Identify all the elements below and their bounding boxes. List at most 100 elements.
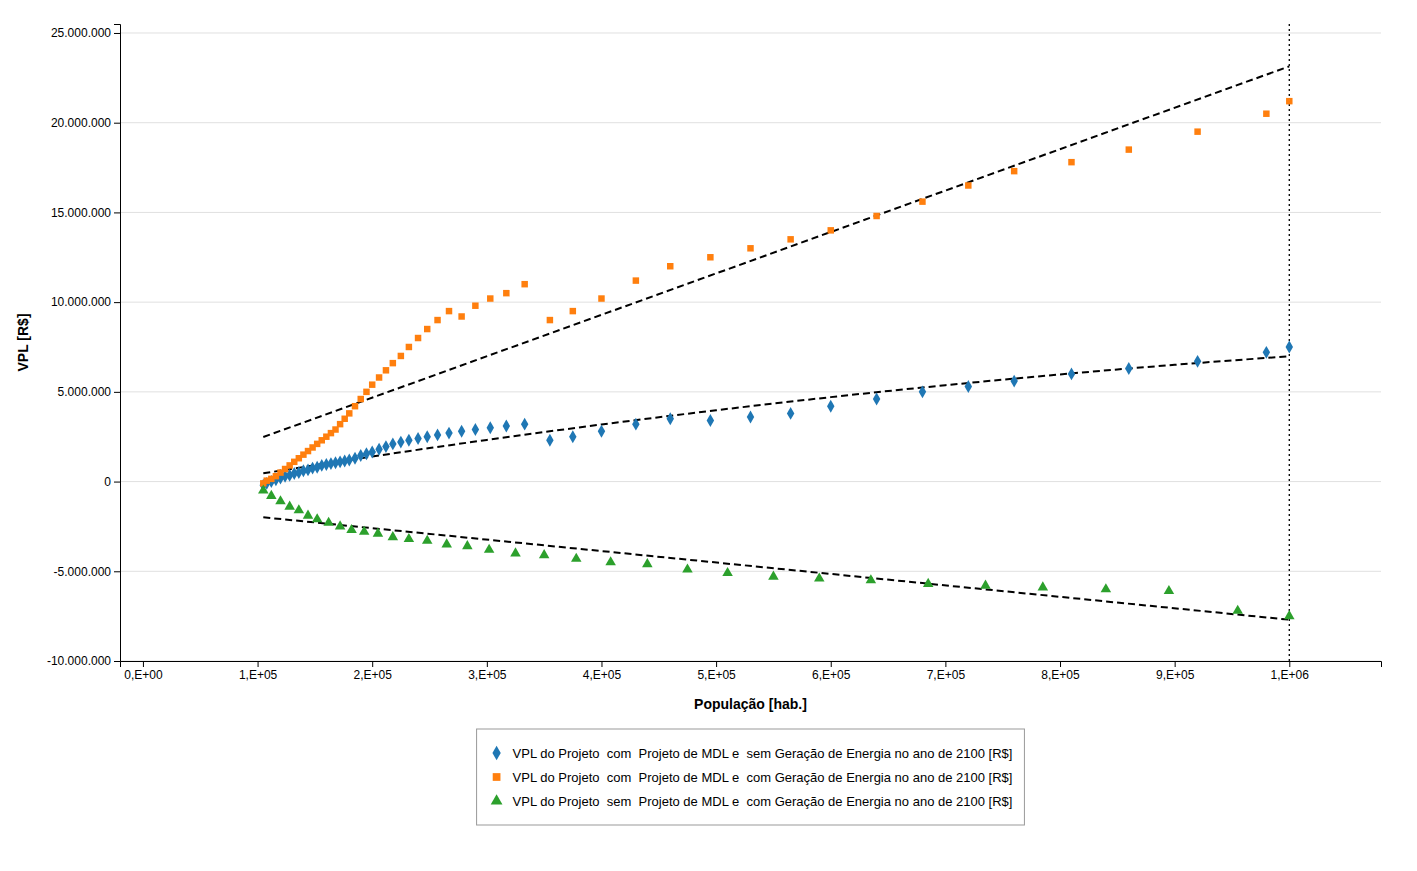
legend-symbol	[493, 773, 501, 781]
point	[873, 393, 880, 406]
tick-mark	[945, 661, 946, 667]
tick-mark	[114, 33, 120, 34]
point	[472, 302, 478, 308]
point	[1284, 610, 1295, 619]
tick-mark	[487, 661, 488, 667]
point	[388, 531, 399, 540]
legend-symbol	[492, 746, 500, 760]
tick-label: 0,E+00	[124, 668, 163, 682]
tick-label: 9,E+05	[1156, 668, 1195, 682]
tick: 5,E+05	[697, 661, 736, 682]
point	[357, 449, 364, 462]
point	[1263, 346, 1270, 359]
point	[787, 236, 793, 242]
point	[1126, 146, 1132, 152]
point	[415, 335, 421, 341]
tick-label: 25.000.000	[51, 26, 111, 40]
point	[1286, 341, 1293, 354]
tick-label: 15.000.000	[51, 206, 111, 220]
point	[569, 430, 576, 443]
point	[323, 517, 334, 526]
point	[642, 558, 653, 567]
axis-line	[121, 662, 1382, 668]
grid-line	[120, 481, 1381, 482]
legend-item: VPL do Projeto com Projeto de MDL e com …	[493, 770, 1013, 785]
tick-label: 1,E+06	[1271, 668, 1310, 682]
trend-line	[263, 356, 1289, 473]
point	[546, 434, 553, 447]
tick-mark	[601, 661, 602, 667]
point	[1286, 98, 1292, 104]
tick: 15.000.000	[51, 206, 120, 220]
tick: 5.000.000	[58, 385, 120, 399]
legend-box	[477, 729, 1025, 825]
point	[424, 326, 430, 332]
point	[414, 432, 421, 445]
tick-label: -10.000.000	[47, 654, 111, 668]
point	[1101, 583, 1112, 592]
tick: 20.000.000	[51, 116, 120, 130]
tick: 3,E+05	[468, 661, 507, 682]
point	[373, 528, 384, 537]
point	[312, 513, 323, 522]
point	[828, 227, 834, 233]
point	[352, 403, 358, 409]
tick: 2,E+05	[354, 661, 393, 682]
tick-label: 4,E+05	[583, 668, 622, 682]
point	[682, 563, 693, 572]
tick-mark	[1289, 661, 1290, 667]
point	[510, 547, 521, 556]
point	[346, 454, 353, 467]
point-series	[260, 341, 1293, 492]
point	[434, 317, 440, 323]
point	[965, 380, 972, 393]
tick-label: 0	[104, 475, 111, 489]
point	[359, 526, 370, 535]
point	[827, 400, 834, 413]
point	[363, 447, 370, 460]
tick-label: 7,E+05	[927, 668, 966, 682]
point	[368, 446, 375, 459]
grid-line	[120, 302, 1381, 303]
trend-line	[263, 517, 1289, 619]
point	[919, 198, 925, 204]
legend-item: VPL do Projeto com Projeto de MDL e sem …	[492, 746, 1012, 761]
point	[1263, 110, 1269, 116]
point	[383, 367, 389, 373]
tick-label: 3,E+05	[468, 668, 507, 682]
tick-mark	[114, 392, 120, 393]
point	[375, 443, 382, 456]
tick-mark	[143, 661, 144, 667]
point	[335, 520, 346, 529]
point	[398, 353, 404, 359]
tick-mark	[114, 212, 120, 213]
tick: 8,E+05	[1041, 661, 1080, 682]
plot: 0,E+00 1,E+05 2,E+05 3,E+05 4,E+05 5,E+05 6,E+…	[47, 24, 1382, 682]
point	[866, 574, 877, 583]
tick-label: 1,E+05	[239, 668, 278, 682]
point	[445, 427, 452, 440]
point	[363, 389, 369, 395]
point	[458, 425, 465, 438]
point	[747, 411, 754, 424]
point-series	[258, 484, 1295, 619]
point	[667, 263, 673, 269]
tick-mark	[114, 482, 120, 483]
point	[667, 412, 674, 425]
tick: 6,E+05	[812, 661, 851, 682]
legend-label: VPL do Projeto sem Projeto de MDL e com …	[513, 794, 1013, 809]
point	[1125, 362, 1132, 375]
point	[405, 434, 412, 447]
point	[458, 313, 464, 319]
tick-label: 10.000.000	[51, 295, 111, 309]
point	[919, 385, 926, 398]
y-grid	[120, 33, 1381, 661]
point	[747, 245, 753, 251]
grid-line	[120, 212, 1381, 213]
point	[404, 533, 415, 542]
tick-label: 20.000.000	[51, 116, 111, 130]
tick-label: 6,E+05	[812, 668, 851, 682]
point	[266, 490, 277, 499]
grid-line	[120, 32, 1381, 33]
point	[547, 317, 553, 323]
